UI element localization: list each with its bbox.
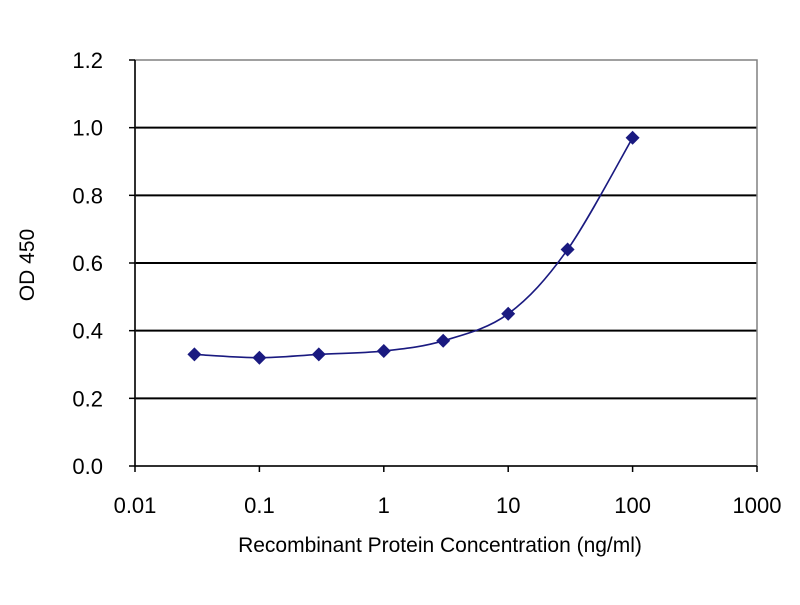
x-axis-title: Recombinant Protein Concentration (ng/ml… <box>238 534 642 557</box>
data-point-0-1 <box>252 350 267 365</box>
tick-layer: 0.0 0.2 0.4 0.6 0.8 1.0 1.2 0.01 0.1 1 10 100 1000 <box>72 48 781 518</box>
y-tick-label-5: 1.0 <box>72 116 103 141</box>
y-tick-label-2: 0.4 <box>72 319 103 344</box>
data-point-0-7 <box>625 130 640 145</box>
y-tick-label-1: 0.2 <box>72 386 103 411</box>
series-layer <box>187 130 640 365</box>
x-tick-label-5: 1000 <box>733 493 782 518</box>
data-point-0-3 <box>376 344 391 358</box>
grid-layer <box>135 126 757 400</box>
y-tick-label-0: 0.0 <box>72 454 103 479</box>
x-tick-label-0: 0.01 <box>114 493 157 518</box>
y-axis-title: OD 450 <box>16 229 39 301</box>
y-tick-label-4: 0.8 <box>72 183 103 208</box>
y-tick-label-3: 0.6 <box>72 251 103 276</box>
x-tick-label-4: 100 <box>614 493 651 518</box>
x-tick-label-1: 0.1 <box>244 493 275 518</box>
x-tick-label-2: 1 <box>378 493 390 518</box>
data-point-0-4 <box>436 333 451 348</box>
data-point-0-0 <box>187 347 202 362</box>
x-tick-label-3: 10 <box>496 493 520 518</box>
data-point-0-5 <box>501 306 516 321</box>
data-point-0-2 <box>311 347 326 362</box>
y-tick-label-6: 1.2 <box>72 48 103 73</box>
data-point-0-6 <box>560 242 575 257</box>
